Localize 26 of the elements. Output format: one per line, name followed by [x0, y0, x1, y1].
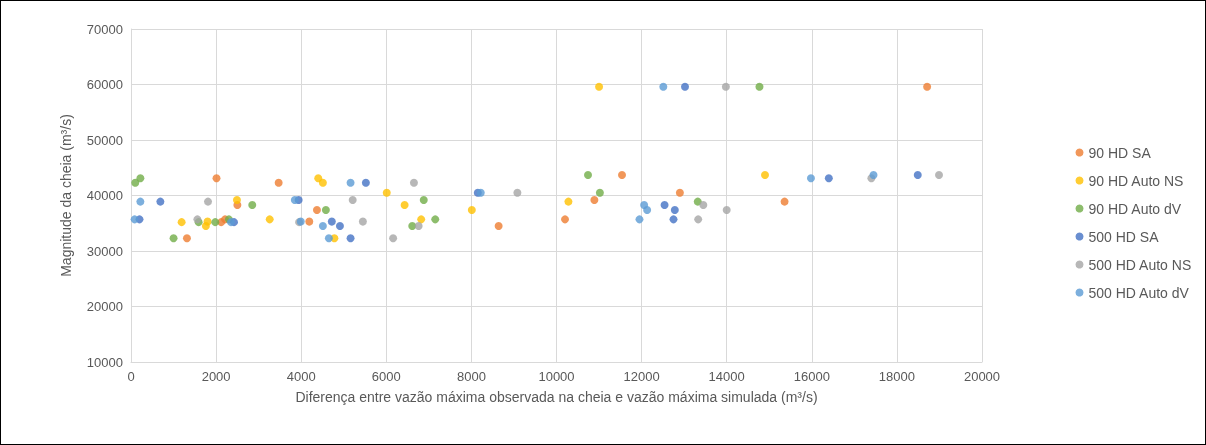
y-tick-label: 10000 [86, 354, 123, 370]
legend-label: 90 HD Auto NS [1088, 172, 1184, 189]
legend-label: 500 HD Auto NS [1088, 256, 1192, 273]
x-axis-title: Diferença entre vazão máxima observada na cheia e vazão máxima simulada (m³/s) [295, 389, 818, 405]
x-tick-label: 10000 [538, 369, 575, 384]
legend-label: 90 HD SA [1088, 144, 1152, 161]
x-tick-label: 2000 [201, 369, 231, 384]
y-tick-label: 40000 [86, 188, 123, 203]
y-tick-label: 70000 [86, 21, 123, 37]
x-tick-label: 0 [127, 369, 135, 384]
x-tick-label: 12000 [623, 369, 660, 384]
x-tick-label: 14000 [708, 369, 745, 384]
x-tick-label: 6000 [371, 369, 401, 384]
y-axis-title: Magnitude da cheia (m³/s) [58, 114, 74, 277]
x-tick-label: 8000 [456, 369, 486, 384]
y-tick-label: 20000 [86, 299, 123, 314]
x-tick-label: 4000 [286, 369, 316, 384]
x-tick-label: 18000 [878, 369, 915, 384]
legend-label: 90 HD Auto dV [1088, 200, 1182, 217]
y-tick-label: 60000 [86, 77, 123, 92]
y-tick-label: 30000 [86, 243, 123, 259]
legend-label: 500 HD SA [1088, 228, 1160, 245]
y-tick-label: 50000 [86, 132, 123, 148]
x-tick-label: 20000 [963, 369, 1001, 384]
legend-label: 500 HD Auto dV [1088, 284, 1190, 301]
x-tick-label: 16000 [793, 369, 830, 384]
